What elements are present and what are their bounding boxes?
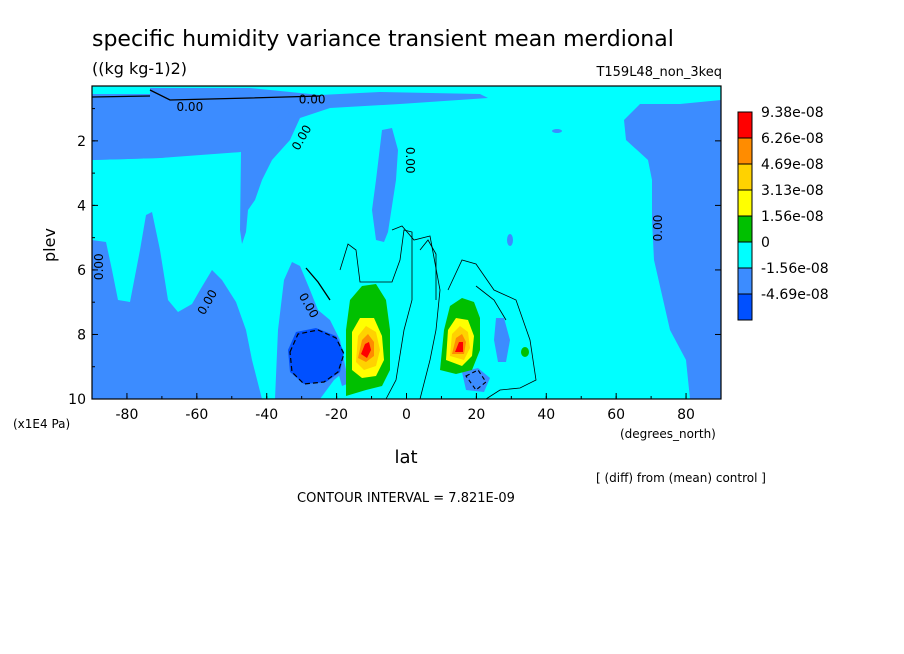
negative-region-left	[92, 212, 262, 399]
x-tick-label: 0	[402, 407, 411, 423]
positive-core-north	[440, 298, 480, 374]
y-axis-title: plev	[40, 228, 59, 262]
contour-lines	[339, 225, 537, 400]
x-tick-label: 60	[607, 407, 625, 423]
contour-label: 0.00	[92, 253, 106, 280]
y-tick-label: 2	[77, 134, 86, 150]
x-axis: -80 -60 -40 -20 0 20 40 60 80	[91, 393, 722, 423]
colorbar-swatch	[737, 137, 753, 165]
x-tick-label: -20	[325, 407, 348, 423]
colorbar-label: 4.69e-08	[761, 157, 824, 173]
colorbar-swatch	[737, 189, 753, 217]
x-tick-label: 40	[537, 407, 555, 423]
x-tick-label: 20	[467, 407, 485, 423]
negative-region-top-left	[92, 96, 290, 160]
colorbar: 9.38e-08 6.26e-08 4.69e-08 3.13e-08 1.56e-08…	[737, 105, 829, 321]
colorbar-label: -4.69e-08	[761, 287, 829, 303]
colorbar-label: 1.56e-08	[761, 209, 824, 225]
x-tick-label: -60	[185, 407, 208, 423]
strong-negative-core	[288, 328, 344, 384]
colorbar-label: 0	[761, 235, 770, 251]
colorbar-swatch	[737, 241, 753, 269]
negative-region-dot	[552, 129, 562, 133]
x-unit-label: (degrees_north)	[620, 427, 716, 441]
contour-interval-label: CONTOUR INTERVAL = 7.821E-09	[297, 491, 515, 506]
x-tick-label: 80	[677, 407, 695, 423]
units-label: ((kg kg-1)2)	[92, 59, 187, 78]
colorbar-swatch	[737, 163, 753, 191]
negative-region-right	[624, 100, 721, 399]
negative-region-dot	[507, 234, 513, 246]
colorbar-label: 9.38e-08	[761, 105, 824, 121]
colorbar-swatch	[737, 293, 753, 321]
colorbar-label: 3.13e-08	[761, 183, 824, 199]
y-tick-label: 6	[77, 263, 86, 279]
x-axis-title: lat	[394, 447, 417, 468]
negative-region-column	[372, 128, 398, 242]
negative-region-small-1	[494, 318, 510, 362]
contour-label: 0.00	[299, 93, 326, 107]
y-tick-label: 8	[77, 327, 86, 343]
positive-small-blob	[521, 347, 529, 357]
contour-label: 0.00	[176, 100, 203, 114]
colorbar-label: 6.26e-08	[761, 131, 824, 147]
y-axis: 2 4 6 8 10	[68, 108, 721, 408]
y-tick-label: 10	[68, 392, 86, 408]
chart-title: specific humidity variance transient mea…	[92, 27, 674, 52]
y-tick-label: 4	[77, 198, 86, 214]
colorbar-swatch	[737, 111, 753, 139]
zero-contours	[91, 89, 331, 301]
x-tick-label: -80	[116, 407, 139, 423]
colorbar-swatch	[737, 215, 753, 243]
contour-label: 0.00	[403, 147, 417, 174]
contour-label: 0.00	[651, 215, 665, 242]
run-label: T159L48_non_3keq	[595, 65, 722, 80]
plot-area: 0.000.000.000.000.000.000.00 0.00	[91, 85, 722, 400]
x-tick-label: -40	[255, 407, 278, 423]
dashed-contour-negative-north	[465, 369, 487, 391]
colorbar-swatch	[737, 267, 753, 295]
colorbar-label: -1.56e-08	[761, 261, 829, 277]
footnote: [ (diff) from (mean) control ]	[596, 471, 766, 485]
y-unit-label: (x1E4 Pa)	[13, 417, 70, 431]
positive-core-south	[346, 284, 390, 396]
